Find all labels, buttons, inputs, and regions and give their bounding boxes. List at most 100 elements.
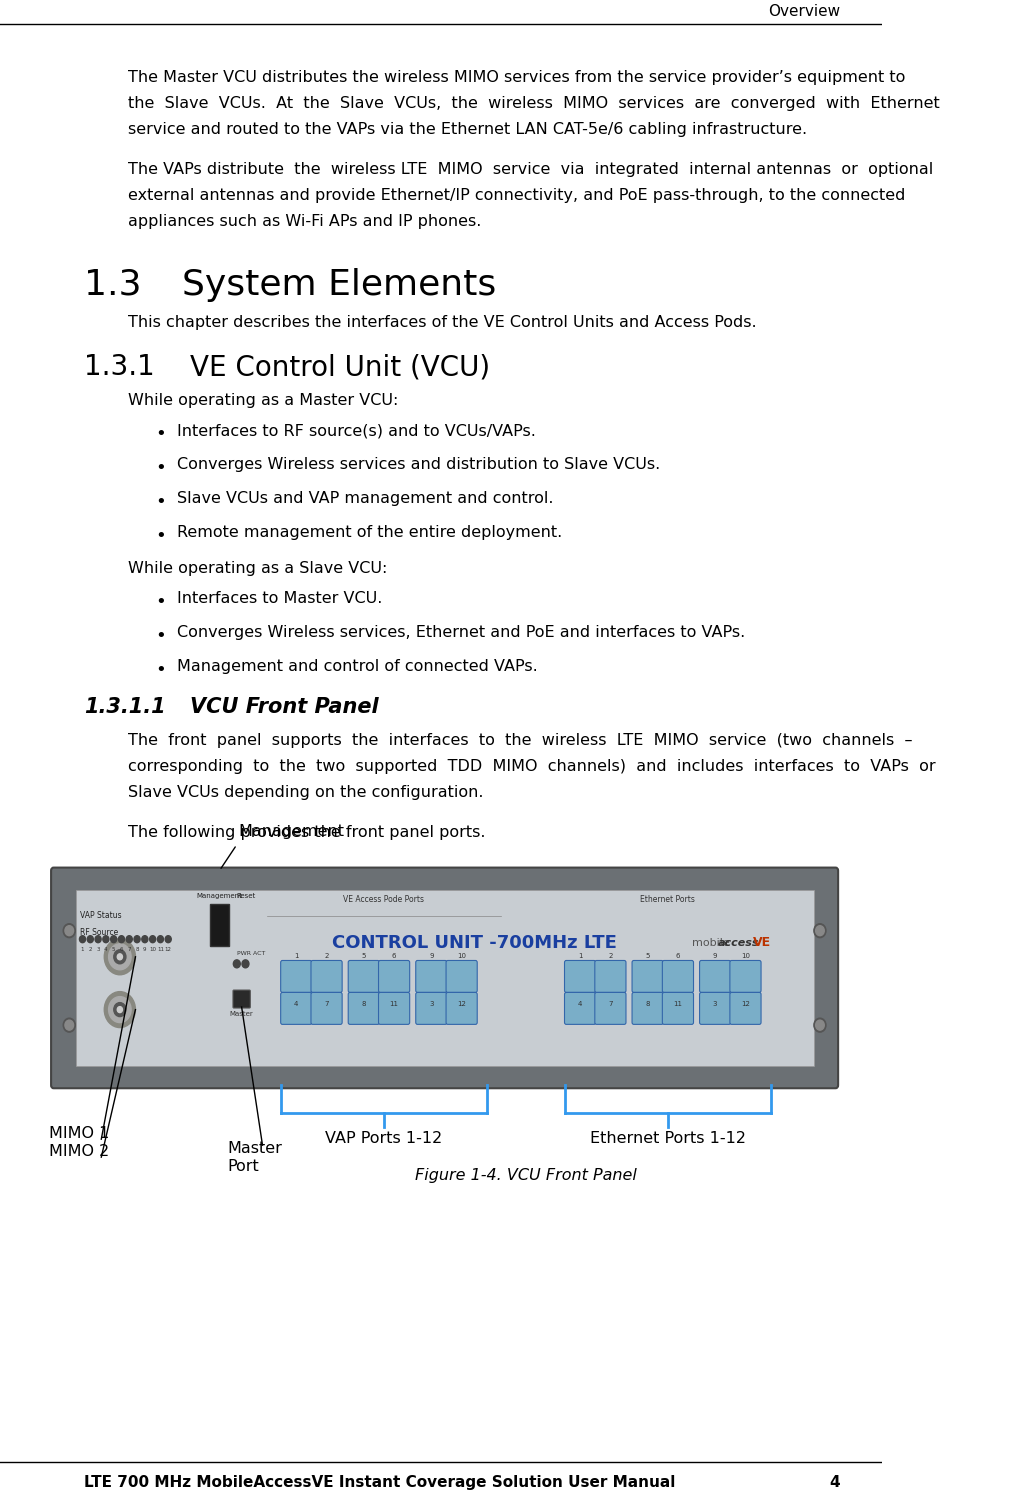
Text: While operating as a Master VCU:: While operating as a Master VCU: <box>128 393 398 408</box>
Circle shape <box>88 935 94 943</box>
Text: The following provides the front panel ports.: The following provides the front panel p… <box>128 825 486 840</box>
FancyBboxPatch shape <box>446 992 477 1025</box>
Text: Interfaces to Master VCU.: Interfaces to Master VCU. <box>177 592 383 607</box>
FancyBboxPatch shape <box>595 992 626 1025</box>
Text: The  front  panel  supports  the  interfaces  to  the  wireless  LTE  MIMO  serv: The front panel supports the interfaces … <box>128 732 913 748</box>
FancyBboxPatch shape <box>75 890 813 1065</box>
Text: LTE 700 MHz MobileAccessVE Instant Coverage Solution User Manual: LTE 700 MHz MobileAccessVE Instant Cover… <box>84 1475 676 1490</box>
Text: RF Source: RF Source <box>79 928 118 937</box>
Text: Master
Port: Master Port <box>228 1141 282 1174</box>
Text: 1.3.1: 1.3.1 <box>84 354 155 381</box>
Circle shape <box>65 1020 73 1031</box>
Text: •: • <box>155 527 165 545</box>
Circle shape <box>109 944 131 970</box>
Text: 6: 6 <box>676 953 681 959</box>
Circle shape <box>157 935 163 943</box>
Circle shape <box>142 935 148 943</box>
Text: The Master VCU distributes the wireless MIMO services from the service provider’: The Master VCU distributes the wireless … <box>128 70 906 85</box>
Circle shape <box>233 959 240 968</box>
Text: VE: VE <box>753 937 771 949</box>
Text: 4: 4 <box>578 1001 582 1007</box>
Circle shape <box>117 1007 122 1013</box>
Text: 2: 2 <box>89 947 92 952</box>
Text: Overview: Overview <box>767 4 840 19</box>
Text: MIMO 1: MIMO 1 <box>49 1125 110 1141</box>
FancyBboxPatch shape <box>565 961 596 992</box>
Circle shape <box>111 935 117 943</box>
FancyBboxPatch shape <box>662 961 694 992</box>
Circle shape <box>165 935 171 943</box>
Text: CONTROL UNIT -700MHz LTE: CONTROL UNIT -700MHz LTE <box>332 934 616 952</box>
Circle shape <box>135 935 140 943</box>
Circle shape <box>103 935 109 943</box>
FancyBboxPatch shape <box>632 992 663 1025</box>
Text: VE Access Pode Ports: VE Access Pode Ports <box>343 895 424 904</box>
Text: •: • <box>155 660 165 678</box>
Circle shape <box>63 1017 75 1032</box>
Text: System Elements: System Elements <box>181 267 496 302</box>
Circle shape <box>126 935 132 943</box>
Text: MIMO 2: MIMO 2 <box>49 1143 110 1159</box>
Text: 9: 9 <box>429 953 433 959</box>
FancyBboxPatch shape <box>632 961 663 992</box>
Circle shape <box>63 923 75 938</box>
Text: VCU Front Panel: VCU Front Panel <box>191 696 379 717</box>
Text: mobile: mobile <box>692 938 730 947</box>
FancyBboxPatch shape <box>730 961 761 992</box>
Text: Management and control of connected VAPs.: Management and control of connected VAPs… <box>177 659 538 674</box>
Text: 10: 10 <box>741 953 750 959</box>
Text: 2: 2 <box>324 953 329 959</box>
Circle shape <box>104 992 136 1028</box>
Text: 7: 7 <box>324 1001 329 1007</box>
FancyBboxPatch shape <box>51 868 838 1088</box>
FancyBboxPatch shape <box>311 961 342 992</box>
Text: Interfaces to RF source(s) and to VCUs/VAPs.: Interfaces to RF source(s) and to VCUs/V… <box>177 423 536 438</box>
Circle shape <box>114 950 126 964</box>
Circle shape <box>104 938 136 974</box>
FancyBboxPatch shape <box>280 992 312 1025</box>
Text: 10: 10 <box>149 947 156 952</box>
Text: 6: 6 <box>119 947 123 952</box>
Text: Converges Wireless services, Ethernet and PoE and interfaces to VAPs.: Converges Wireless services, Ethernet an… <box>177 624 746 639</box>
Circle shape <box>65 926 73 935</box>
Text: 5: 5 <box>645 953 650 959</box>
Text: 7: 7 <box>608 1001 612 1007</box>
FancyBboxPatch shape <box>416 961 447 992</box>
Text: Figure 1-4. VCU Front Panel: Figure 1-4. VCU Front Panel <box>415 1168 637 1183</box>
FancyBboxPatch shape <box>378 992 410 1025</box>
Text: Reset: Reset <box>236 893 256 899</box>
Text: •: • <box>155 593 165 611</box>
Text: 11: 11 <box>674 1001 683 1007</box>
Text: external antennas and provide Ethernet/IP connectivity, and PoE pass-through, to: external antennas and provide Ethernet/I… <box>128 188 906 203</box>
Text: 11: 11 <box>157 947 164 952</box>
Text: 12: 12 <box>458 1001 466 1007</box>
Circle shape <box>118 935 124 943</box>
Text: Slave VCUs and VAP management and control.: Slave VCUs and VAP management and contro… <box>177 492 554 506</box>
Text: Remote management of the entire deployment.: Remote management of the entire deployme… <box>177 524 562 541</box>
Text: service and routed to the VAPs via the Ethernet LAN CAT-5e/6 cabling infrastruct: service and routed to the VAPs via the E… <box>128 121 807 137</box>
Text: Ethernet Ports: Ethernet Ports <box>640 895 695 904</box>
Text: 9: 9 <box>713 953 717 959</box>
Text: VAP Status: VAP Status <box>79 911 121 920</box>
Text: While operating as a Slave VCU:: While operating as a Slave VCU: <box>128 562 387 577</box>
FancyBboxPatch shape <box>348 961 379 992</box>
Text: 3: 3 <box>97 947 100 952</box>
Text: appliances such as Wi-Fi APs and IP phones.: appliances such as Wi-Fi APs and IP phon… <box>128 214 482 229</box>
Text: 8: 8 <box>136 947 139 952</box>
Text: This chapter describes the interfaces of the VE Control Units and Access Pods.: This chapter describes the interfaces of… <box>128 315 757 330</box>
FancyBboxPatch shape <box>700 992 731 1025</box>
Text: 1.3.1.1: 1.3.1.1 <box>84 696 166 717</box>
Circle shape <box>79 935 86 943</box>
Text: 5: 5 <box>112 947 115 952</box>
Text: 5: 5 <box>362 953 366 959</box>
Text: •: • <box>155 493 165 511</box>
Text: 7: 7 <box>127 947 131 952</box>
Text: 1: 1 <box>81 947 85 952</box>
Text: 1: 1 <box>578 953 582 959</box>
Text: 12: 12 <box>741 1001 750 1007</box>
Text: 2: 2 <box>608 953 612 959</box>
Text: Slave VCUs depending on the configuration.: Slave VCUs depending on the configuratio… <box>128 784 484 799</box>
Text: 4: 4 <box>104 947 108 952</box>
Text: 8: 8 <box>645 1001 650 1007</box>
FancyBboxPatch shape <box>565 992 596 1025</box>
